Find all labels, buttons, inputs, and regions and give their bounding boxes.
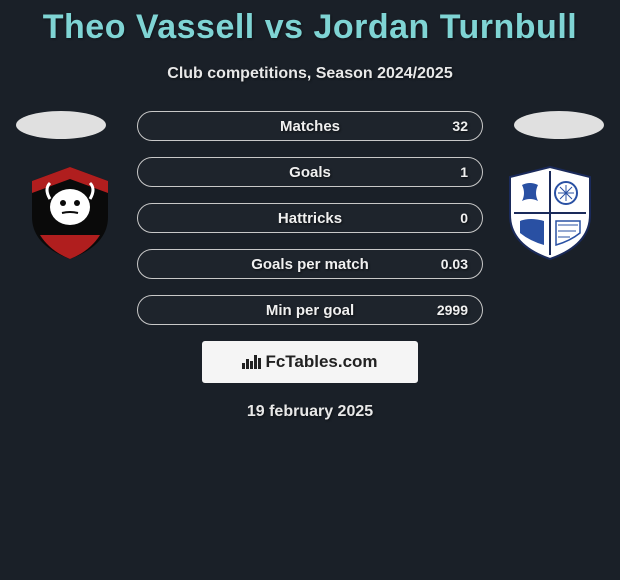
comparison-card: Theo Vassell vs Jordan Turnbull Club com… <box>0 0 620 421</box>
stat-value-right: 0.03 <box>441 256 468 272</box>
stat-row: Hattricks 0 <box>137 203 483 233</box>
player-right-photo-placeholder <box>514 111 604 139</box>
salford-badge-icon <box>20 163 120 263</box>
player-left-photo-placeholder <box>16 111 106 139</box>
stat-label: Goals <box>289 164 331 181</box>
stat-row: Matches 32 <box>137 111 483 141</box>
stat-row: Min per goal 2999 <box>137 295 483 325</box>
club-badge-left <box>20 163 120 263</box>
stats-area: Matches 32 Goals 1 Hattricks 0 Goals per… <box>0 111 620 421</box>
stat-label: Hattricks <box>278 210 342 227</box>
brand-text: FcTables.com <box>265 352 377 372</box>
page-title: Theo Vassell vs Jordan Turnbull <box>0 0 620 47</box>
stat-value-right: 1 <box>460 164 468 180</box>
stat-value-right: 2999 <box>437 302 468 318</box>
club-badge-right <box>500 163 600 263</box>
date-line: 19 february 2025 <box>0 403 620 421</box>
stat-label: Min per goal <box>266 302 354 319</box>
subtitle: Club competitions, Season 2024/2025 <box>0 65 620 83</box>
stat-value-right: 32 <box>452 118 468 134</box>
stat-rows: Matches 32 Goals 1 Hattricks 0 Goals per… <box>137 111 483 325</box>
tranmere-badge-icon <box>500 163 600 263</box>
brand-box[interactable]: FcTables.com <box>202 341 418 383</box>
stat-row: Goals per match 0.03 <box>137 249 483 279</box>
stat-label: Goals per match <box>251 256 369 273</box>
stat-label: Matches <box>280 118 340 135</box>
stat-row: Goals 1 <box>137 157 483 187</box>
bar-chart-icon <box>242 355 261 369</box>
stat-value-right: 0 <box>460 210 468 226</box>
